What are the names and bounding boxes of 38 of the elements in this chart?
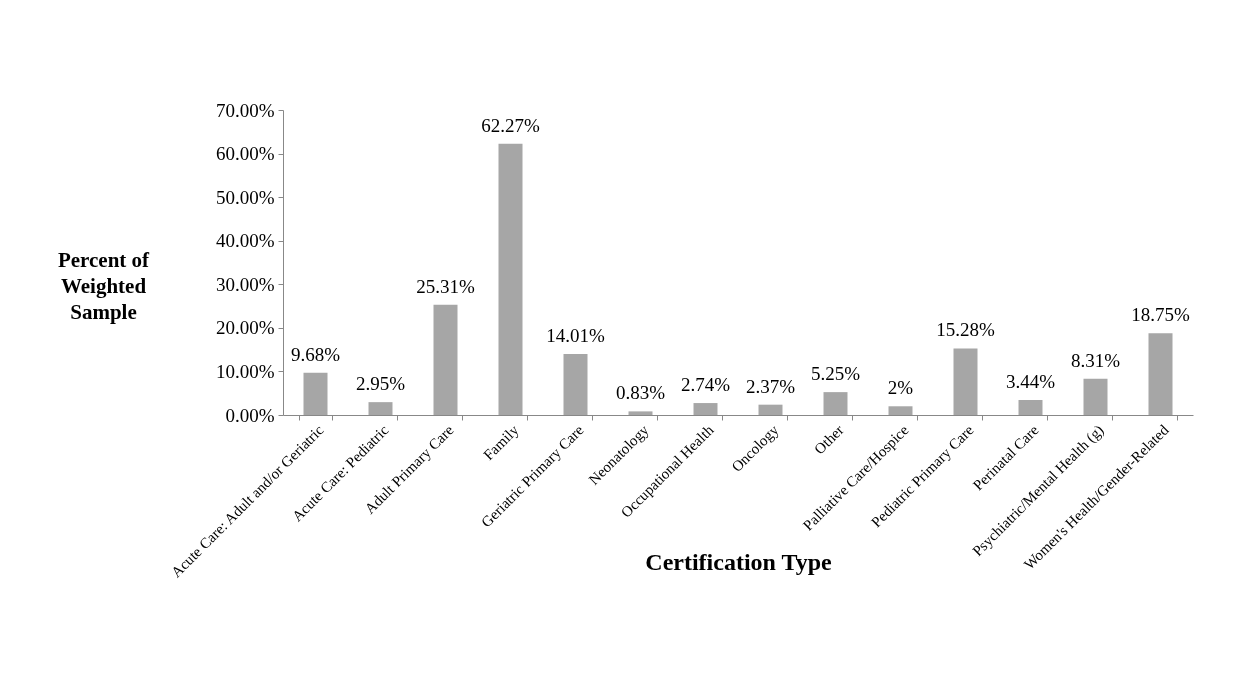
y-tick-label: 50.00% bbox=[215, 186, 275, 208]
bar bbox=[1018, 400, 1043, 415]
y-tick-label: 70.00% bbox=[215, 99, 275, 121]
data-label: 3.44% bbox=[1005, 371, 1056, 393]
data-label: 25.31% bbox=[416, 275, 475, 297]
y-axis-title: Percent of Weighted Sample bbox=[57, 247, 151, 324]
data-label: 15.28% bbox=[936, 319, 995, 341]
x-axis-title: Certification Type bbox=[645, 548, 833, 575]
bar bbox=[628, 411, 653, 415]
data-label: 18.75% bbox=[1131, 304, 1190, 326]
y-tick-label: 30.00% bbox=[215, 273, 275, 295]
data-label: 9.68% bbox=[290, 343, 341, 365]
data-label: 14.01% bbox=[546, 324, 605, 346]
y-tick-label: 60.00% bbox=[215, 143, 275, 165]
bar bbox=[563, 353, 588, 415]
bar bbox=[758, 404, 783, 415]
bar bbox=[368, 402, 393, 415]
y-tick-label: 20.00% bbox=[215, 317, 275, 339]
bar bbox=[1083, 378, 1108, 415]
y-tick-label: 0.00% bbox=[225, 404, 275, 426]
bar bbox=[433, 304, 458, 415]
bar bbox=[888, 406, 913, 415]
y-tick-label: 40.00% bbox=[215, 230, 275, 252]
data-label: 62.27% bbox=[481, 114, 540, 136]
y-tick-label: 10.00% bbox=[215, 360, 275, 382]
bar bbox=[498, 143, 523, 415]
data-label: 2.74% bbox=[680, 374, 731, 396]
data-label: 8.31% bbox=[1070, 349, 1121, 371]
data-label: 2.37% bbox=[745, 375, 796, 397]
data-label: 2.95% bbox=[355, 373, 406, 395]
bar bbox=[693, 403, 718, 415]
bar bbox=[303, 372, 328, 415]
bar bbox=[1148, 333, 1173, 415]
data-label: 0.83% bbox=[615, 382, 666, 404]
bar bbox=[823, 392, 848, 415]
data-label: 5.25% bbox=[810, 363, 861, 385]
bar bbox=[953, 348, 978, 415]
data-label: 2% bbox=[887, 377, 914, 399]
